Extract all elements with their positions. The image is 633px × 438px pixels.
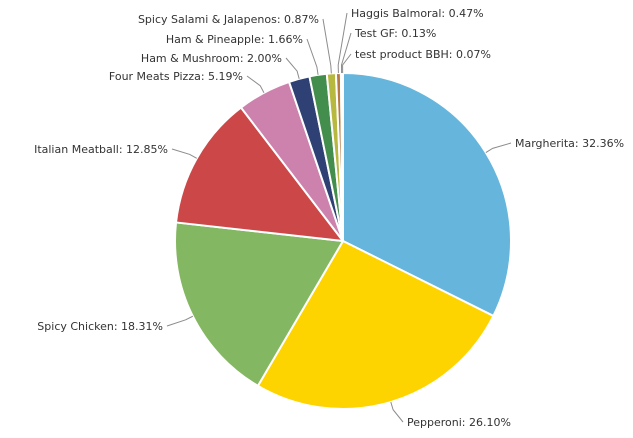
slice-label-test-gf: Test GF: 0.13% — [354, 27, 436, 40]
slice-label-margherita: Margherita: 32.36% — [515, 137, 624, 150]
pie-slice-italian-meatball[interactable] — [175, 106, 344, 242]
slices-layer — [174, 71, 512, 410]
slice-label-ham-and-pineapple: Ham & Pineapple: 1.66% — [166, 33, 303, 46]
leader-line-ham-and-mushroom — [285, 57, 300, 79]
leader-line-spicy-salami-and-jalapenos — [322, 18, 332, 74]
leader-line-test-product-bbh — [342, 53, 352, 74]
slice-label-italian-meatball: Italian Meatball: 12.85% — [34, 143, 168, 156]
leader-line-test-gf — [341, 32, 352, 74]
slice-label-haggis-balmoral: Haggis Balmoral: 0.47% — [351, 7, 484, 20]
pie-slice-test-product-bbh[interactable] — [341, 71, 344, 242]
pie-slice-margherita[interactable] — [342, 72, 512, 317]
slice-label-pepperoni: Pepperoni: 26.10% — [407, 416, 511, 429]
leader-line-pepperoni — [390, 401, 404, 423]
slice-labels-layer: Margherita: 32.36% Pepperoni: 26.10% Spicy… — [34, 7, 624, 429]
slice-label-test-product-bbh: test product BBH: 0.07% — [355, 48, 491, 61]
pie-slice-pepperoni[interactable] — [256, 240, 495, 410]
pie-slice-spicy-chicken[interactable] — [174, 221, 344, 387]
slice-label-ham-and-mushroom: Ham & Mushroom: 2.00% — [141, 52, 282, 65]
leader-line-spicy-chicken — [166, 315, 194, 327]
slice-label-spicy-chicken: Spicy Chicken: 18.31% — [37, 320, 163, 333]
leader-line-haggis-balmoral — [337, 12, 348, 74]
leader-line-four-meats-pizza — [246, 75, 265, 93]
leader-lines-layer — [166, 12, 512, 423]
leader-line-margherita — [485, 142, 512, 154]
leader-line-italian-meatball — [171, 148, 197, 159]
slice-label-spicy-salami-and-jalapenos: Spicy Salami & Jalapenos: 0.87% — [138, 13, 319, 26]
leader-line-ham-and-pineapple — [306, 38, 319, 75]
slice-label-four-meats-pizza: Four Meats Pizza: 5.19% — [109, 70, 243, 83]
